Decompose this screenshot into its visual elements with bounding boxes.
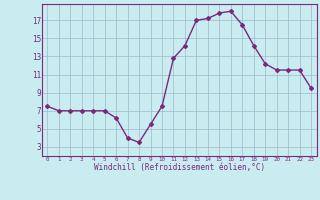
X-axis label: Windchill (Refroidissement éolien,°C): Windchill (Refroidissement éolien,°C) bbox=[94, 163, 265, 172]
